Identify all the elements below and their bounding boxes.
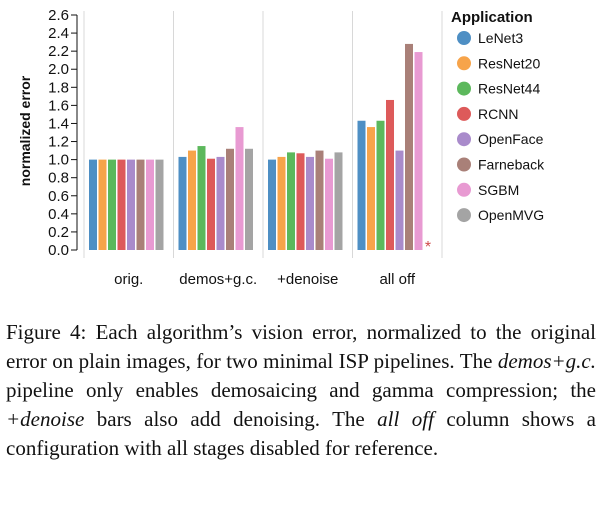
y-tick-label: 1.6 — [48, 97, 69, 114]
bar-resnet44 — [287, 152, 295, 250]
y-tick-label: 0.8 — [48, 170, 69, 187]
bar-openface — [395, 150, 404, 250]
caption-emph-demos: demos+g.c. — [497, 349, 596, 373]
bar-openmvg — [155, 159, 164, 250]
bar-sgbm — [414, 52, 423, 250]
bar-farneback — [405, 43, 413, 250]
bar-lenet3 — [89, 159, 97, 250]
legend-swatch — [457, 182, 471, 197]
bar-lenet3 — [268, 159, 276, 250]
bars: * — [89, 43, 431, 256]
legend-swatch — [457, 132, 471, 147]
legend-label: SGBM — [478, 182, 519, 198]
legend-swatch — [457, 157, 471, 172]
legend-label: RCNN — [478, 106, 518, 122]
bar-resnet20 — [277, 156, 286, 250]
y-tick-label: 1.4 — [48, 115, 69, 132]
x-category-label: demos+g.c. — [179, 271, 257, 288]
bar-farneback — [226, 148, 234, 250]
bar-resnet20 — [188, 150, 196, 250]
bar-openmvg — [245, 148, 253, 250]
bar-resnet44 — [376, 120, 385, 250]
bar-sgbm — [146, 159, 154, 250]
x-category-label: orig. — [114, 271, 143, 288]
bar-resnet20 — [367, 127, 375, 250]
panel-separators — [83, 11, 443, 258]
legend-title: Application — [451, 9, 533, 26]
legend-label: Farneback — [478, 157, 545, 173]
caption-label: Figure 4: — [6, 320, 87, 344]
category-labels: orig. demos+g.c. +denoise all off — [114, 271, 416, 288]
annotation-asterisk: * — [425, 239, 431, 256]
y-tick-label: 0.4 — [48, 206, 69, 223]
legend-label: ResNet44 — [478, 81, 540, 97]
y-tick-label: 0.2 — [48, 224, 69, 241]
bar-sgbm — [235, 127, 244, 250]
figure-caption: Figure 4: Each algorithm’s vision error,… — [6, 318, 596, 463]
bar-lenet3 — [357, 120, 366, 250]
bar-rcnn — [296, 153, 305, 250]
bar-rcnn — [207, 158, 215, 250]
bar-openface — [306, 156, 314, 250]
bar-sgbm — [325, 158, 333, 250]
legend-swatch — [457, 208, 471, 223]
caption-text-1: Each algorithm’s vision error, normalize… — [6, 320, 596, 373]
legend-swatch — [457, 106, 471, 121]
legend-swatch — [457, 31, 471, 45]
bar-openface — [216, 156, 225, 250]
y-tick-label: 1.2 — [48, 134, 69, 151]
x-category-label: +denoise — [277, 271, 338, 288]
legend-label: LeNet3 — [478, 30, 523, 46]
y-tick-label: 2.4 — [48, 25, 69, 42]
caption-text-3: bars also add denoising. The — [84, 407, 378, 431]
y-tick-label: 0.0 — [48, 242, 69, 259]
y-tick-label: 2.0 — [48, 61, 69, 78]
legend-label: ResNet20 — [478, 55, 540, 71]
y-tick-label: 1.8 — [48, 79, 69, 96]
legend: Application LeNet3 ResNet20 ResNet44 RCNN Op… — [451, 9, 545, 223]
bar-resnet20 — [98, 159, 107, 250]
caption-text-4: column shows a configuration with all st… — [6, 407, 596, 460]
legend-swatch — [457, 81, 471, 96]
bar-resnet44 — [108, 159, 116, 250]
bar-openmvg — [334, 152, 343, 250]
bar-openface — [127, 159, 135, 250]
y-tick-label: 2.6 — [48, 7, 69, 24]
x-category-label: all off — [379, 271, 415, 288]
bar-rcnn — [386, 99, 394, 250]
caption-emph-alloff: all off — [377, 407, 434, 431]
caption-text-2: pipeline only enables demosaicing and ga… — [6, 378, 596, 402]
legend-label: OpenMVG — [478, 207, 544, 223]
y-tick-label: 0.6 — [48, 188, 69, 205]
bar-farneback — [315, 150, 324, 250]
y-tick-label: 2.2 — [48, 43, 69, 60]
legend-swatch — [457, 56, 471, 71]
bar-farneback — [136, 159, 145, 250]
bar-resnet44 — [197, 146, 206, 250]
legend-label: OpenFace — [478, 131, 544, 147]
caption-emph-denoise: +denoise — [6, 407, 85, 431]
bar-lenet3 — [178, 156, 187, 250]
y-axis-label: normalized error — [17, 75, 33, 186]
bar-rcnn — [117, 159, 126, 250]
bar-chart: 0.00.20.40.60.81.01.2 1.41.61.82.02.22.42… — [17, 7, 545, 288]
y-axis: 0.00.20.40.60.81.01.2 1.41.61.82.02.22.42… — [48, 7, 78, 259]
y-tick-label: 1.0 — [48, 152, 69, 169]
